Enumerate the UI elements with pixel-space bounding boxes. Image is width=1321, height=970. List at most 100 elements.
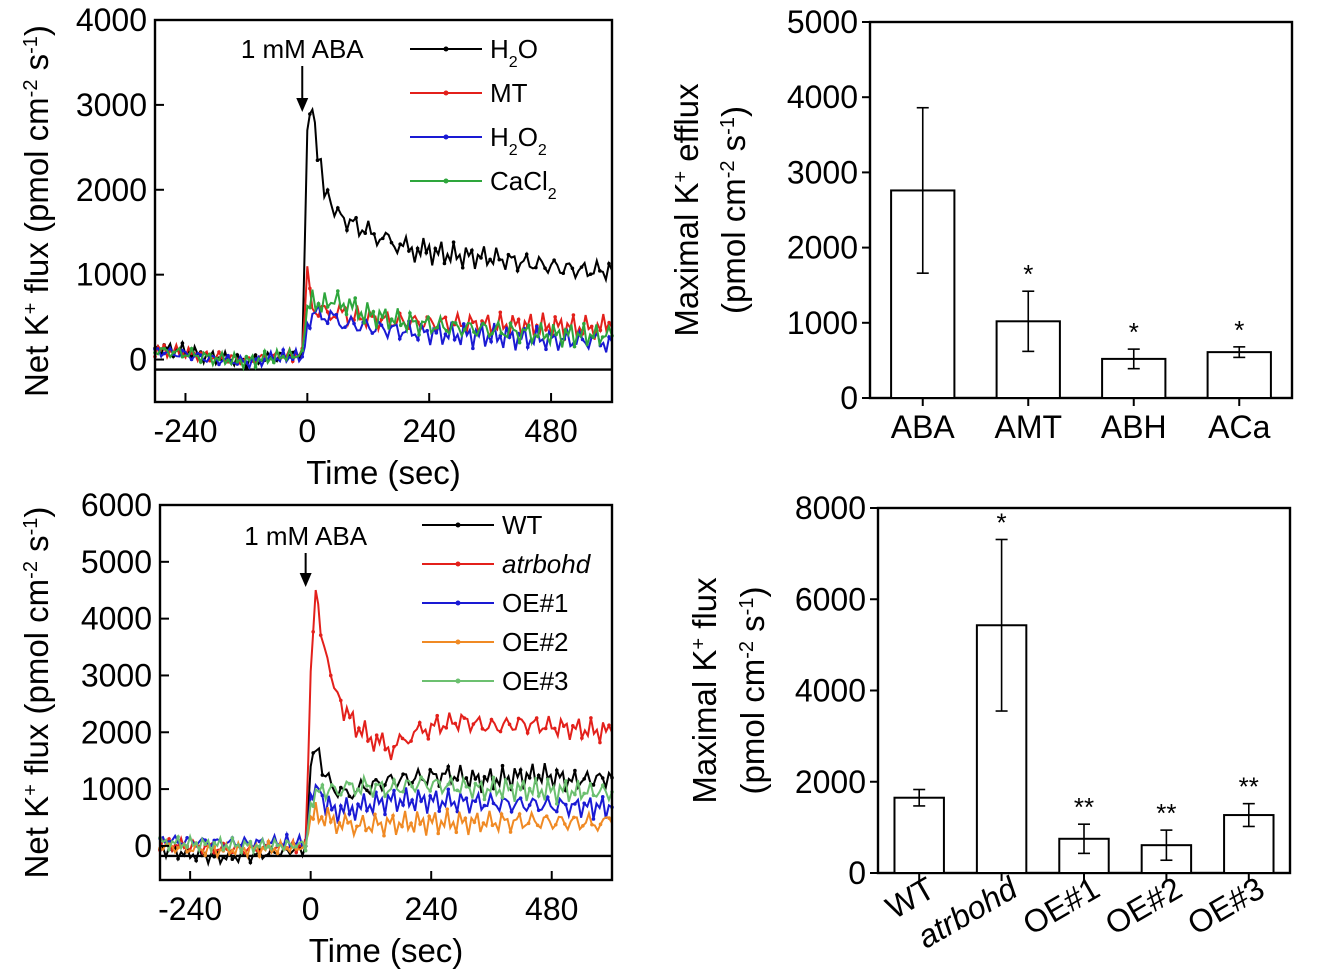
series-point-CaCl2 bbox=[398, 323, 403, 328]
series-point-H2O bbox=[588, 272, 593, 276]
series-point-WT bbox=[176, 856, 180, 861]
y-tick-label: 0 bbox=[848, 855, 866, 891]
series-point-OE#3 bbox=[500, 795, 505, 800]
series-point-OE#2 bbox=[319, 815, 324, 819]
series-point-OE#1 bbox=[482, 803, 487, 808]
series-point-CaCl2 bbox=[435, 325, 440, 330]
series-point-H2O2 bbox=[425, 328, 429, 333]
series-point-OE#3 bbox=[518, 787, 523, 792]
legend-label-OE#2: OE#2 bbox=[502, 627, 569, 657]
series-point-OE#3 bbox=[392, 778, 396, 782]
series-point-CaCl2 bbox=[554, 332, 558, 337]
series-point-OE#1 bbox=[285, 832, 289, 837]
series-point-H2O2 bbox=[452, 337, 457, 342]
legend-marker-H2O bbox=[443, 46, 449, 52]
y-tick-label: 2000 bbox=[787, 230, 858, 266]
series-point-OE#3 bbox=[311, 804, 315, 808]
series-point-atrbohd bbox=[507, 722, 512, 727]
legend-marker-WT bbox=[455, 522, 461, 528]
plot-frame bbox=[158, 503, 614, 882]
series-point-OE#1 bbox=[600, 795, 605, 799]
legend-label-OE#3: OE#3 bbox=[502, 666, 569, 696]
series-point-OE#1 bbox=[347, 812, 352, 816]
bar bbox=[893, 796, 945, 874]
series-point-OE#3 bbox=[383, 794, 387, 799]
series-point-H2O2 bbox=[226, 353, 230, 358]
y-tick-label: 4000 bbox=[795, 673, 866, 709]
series-point-H2O bbox=[479, 256, 483, 260]
series-point-CaCl2 bbox=[453, 321, 458, 325]
y-tick-label: 1000 bbox=[787, 305, 858, 341]
series-point-H2O bbox=[607, 261, 611, 266]
series-point-H2O2 bbox=[535, 324, 539, 329]
series-point-H2O bbox=[336, 206, 340, 210]
y-tick-label: 4000 bbox=[76, 2, 147, 38]
legend-label-MT: MT bbox=[490, 78, 528, 108]
y-tick-label: 2000 bbox=[81, 714, 152, 750]
series-point-OE#1 bbox=[410, 798, 414, 802]
series-point-OE#1 bbox=[428, 794, 432, 798]
series-point-CaCl2 bbox=[472, 330, 476, 334]
y-tick-label: 3000 bbox=[76, 87, 147, 123]
series-point-OE#2 bbox=[553, 822, 558, 827]
y-tick-label: 0 bbox=[840, 380, 858, 416]
series-point-MT bbox=[498, 310, 503, 315]
series-point-MT bbox=[325, 310, 330, 314]
series-point-OE#3 bbox=[329, 783, 334, 787]
series-point-OE#3 bbox=[428, 789, 432, 793]
y-tick-label: 1000 bbox=[81, 771, 152, 807]
series-point-atrbohd bbox=[374, 733, 379, 737]
series-point-OE#1 bbox=[509, 809, 514, 814]
series-point-OE#3 bbox=[600, 783, 605, 788]
series-point-atrbohd bbox=[392, 744, 396, 749]
series-point-OE#1 bbox=[329, 807, 334, 812]
series-point-CaCl2 bbox=[371, 309, 376, 314]
series-point-CaCl2 bbox=[325, 305, 330, 309]
series-point-atrbohd bbox=[543, 726, 548, 731]
series-point-CaCl2 bbox=[208, 352, 212, 357]
series-point-OE#2 bbox=[275, 851, 280, 856]
series-point-CaCl2 bbox=[481, 321, 485, 326]
y-tick-label: 5000 bbox=[787, 4, 858, 40]
series-point-OE#3 bbox=[356, 787, 360, 792]
series-point-MT bbox=[308, 286, 312, 291]
series-point-OE#3 bbox=[410, 784, 414, 789]
series-point-H2O bbox=[253, 353, 258, 357]
series-point-OE#1 bbox=[518, 796, 523, 800]
y-tick-label: 2000 bbox=[76, 172, 147, 208]
series-point-OE#3 bbox=[266, 844, 271, 849]
series-point-CaCl2 bbox=[235, 359, 240, 364]
series-point-CaCl2 bbox=[353, 296, 358, 300]
series-point-H2O2 bbox=[434, 331, 439, 335]
category-label: ABH bbox=[1101, 409, 1167, 445]
series-point-H2O bbox=[579, 265, 584, 269]
category-label: OE#3 bbox=[1181, 870, 1270, 942]
series-point-CaCl2 bbox=[490, 331, 494, 336]
series-point-OE#1 bbox=[573, 802, 577, 806]
legend-marker-atrbohd bbox=[455, 561, 461, 567]
series-point-OE#1 bbox=[582, 801, 586, 806]
series-point-OE#1 bbox=[392, 788, 396, 793]
series-point-atrbohd bbox=[561, 724, 566, 728]
y-tick-label: 3000 bbox=[81, 657, 152, 693]
series-point-atrbohd bbox=[598, 740, 602, 745]
series-point-OE#2 bbox=[257, 854, 262, 858]
series-point-WT bbox=[554, 768, 559, 773]
y-tick-label: 1000 bbox=[76, 257, 147, 293]
series-point-WT bbox=[320, 773, 325, 777]
series-point-H2O2 bbox=[525, 345, 530, 350]
series-point-atrbohd bbox=[383, 747, 388, 752]
series-point-OE#3 bbox=[303, 848, 308, 853]
series-point-CaCl2 bbox=[198, 360, 203, 364]
series-point-CaCl2 bbox=[217, 357, 221, 362]
series-point-atrbohd bbox=[571, 724, 575, 728]
category-label: AMT bbox=[994, 409, 1062, 445]
series-point-H2O2 bbox=[217, 362, 221, 367]
series-point-CaCl2 bbox=[171, 350, 176, 355]
series-point-atrbohd bbox=[366, 739, 370, 743]
series-point-atrbohd bbox=[453, 721, 458, 726]
series-point-H2O bbox=[488, 257, 492, 262]
series-point-WT bbox=[582, 777, 586, 781]
y-axis-label-line1: Maximal K+ flux bbox=[686, 577, 723, 804]
